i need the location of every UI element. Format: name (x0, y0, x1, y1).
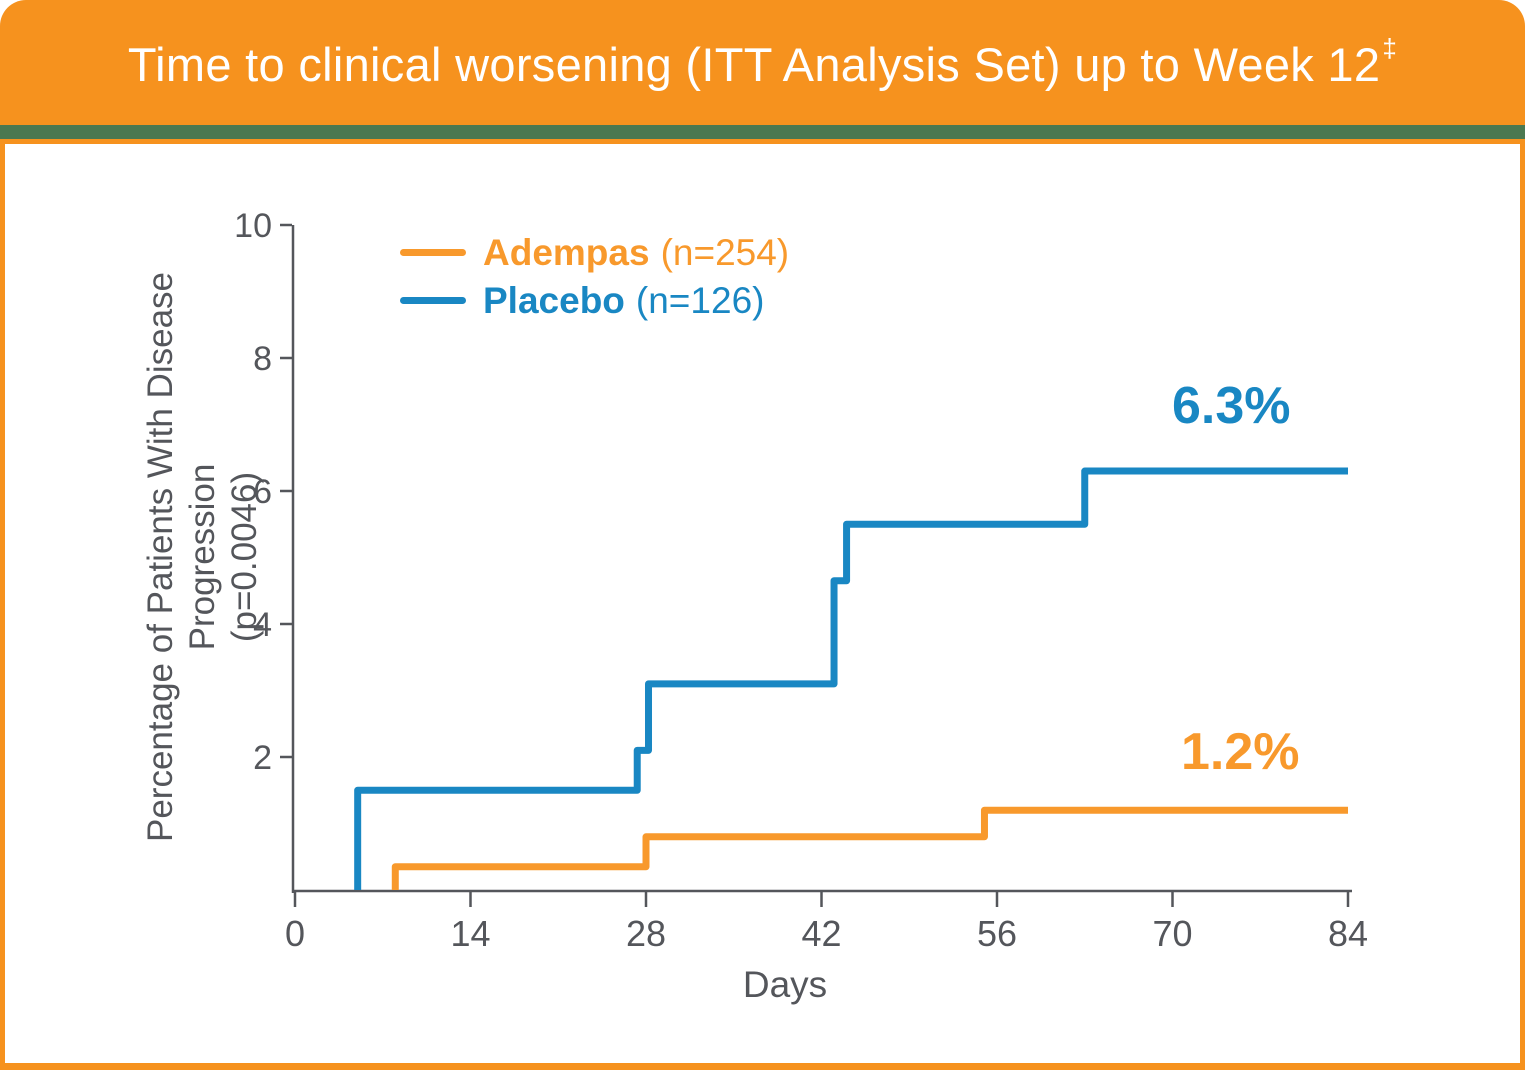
placebo-line-swatch (400, 297, 466, 304)
placebo-end-value-label: 6.3% (1172, 377, 1291, 435)
legend-n-placebo: (n=126) (635, 279, 765, 321)
legend-label-placebo: Placebo (483, 279, 625, 321)
dagger-superscript: ‡ (1382, 33, 1398, 63)
legend-item-adempas: Adempas (n=254) (400, 231, 790, 273)
x-axis-title: Days (742, 964, 828, 1005)
legend-n-adempas: (n=254) (660, 231, 790, 273)
adempas-end-value-label: 1.2% (1181, 723, 1300, 781)
y-axis-title: Percentage of Patients With Disease Prog… (140, 207, 264, 907)
header-banner: Time to clinical worsening (ITT Analysis… (0, 0, 1525, 125)
page-title: Time to clinical worsening (ITT Analysis… (128, 33, 1397, 92)
y-axis-title-line1: Percentage of Patients With Disease Prog… (141, 272, 222, 843)
y-axis-title-line2: (p=0.0046) (225, 471, 264, 643)
divider-stripe (0, 125, 1525, 139)
page-title-text: Time to clinical worsening (ITT Analysis… (127, 38, 1381, 91)
adempas-line-swatch (400, 249, 466, 256)
legend-label-adempas: Adempas (483, 231, 650, 273)
legend: Adempas (n=254) Placebo (n=126) (400, 231, 790, 321)
legend-item-placebo: Placebo (n=126) (400, 279, 789, 321)
